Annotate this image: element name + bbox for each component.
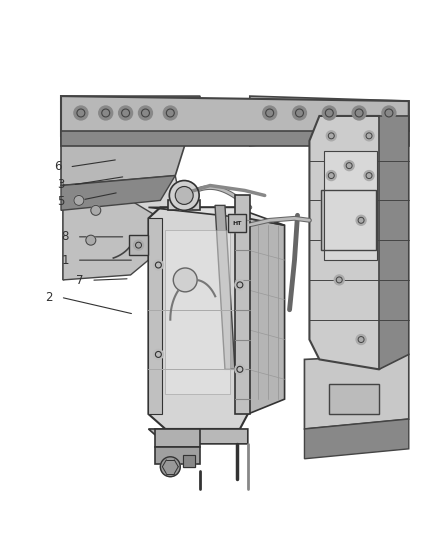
Polygon shape	[250, 96, 409, 146]
Text: 5: 5	[57, 196, 64, 208]
Bar	[329, 384, 379, 414]
Polygon shape	[61, 175, 175, 211]
Polygon shape	[165, 230, 230, 394]
Circle shape	[356, 335, 366, 344]
Text: 7: 7	[76, 274, 83, 287]
Polygon shape	[148, 219, 162, 414]
Circle shape	[334, 275, 344, 285]
Text: 6: 6	[54, 160, 61, 173]
Text: 9: 9	[206, 302, 214, 316]
Polygon shape	[324, 151, 377, 260]
Text: 3: 3	[57, 179, 64, 191]
Bar	[321, 190, 376, 250]
Circle shape	[138, 106, 152, 120]
Circle shape	[163, 106, 177, 120]
Circle shape	[326, 131, 336, 141]
Circle shape	[175, 187, 193, 204]
Bar	[228, 214, 246, 232]
Circle shape	[235, 365, 245, 374]
Circle shape	[263, 106, 277, 120]
Circle shape	[74, 106, 88, 120]
Polygon shape	[215, 205, 235, 369]
Circle shape	[170, 181, 199, 211]
Polygon shape	[61, 96, 200, 185]
Polygon shape	[168, 200, 200, 211]
Bar	[321, 190, 376, 250]
Polygon shape	[235, 196, 250, 414]
Polygon shape	[148, 207, 248, 429]
Bar	[228, 214, 246, 232]
Text: 8: 8	[61, 230, 69, 244]
Polygon shape	[379, 116, 409, 369]
Circle shape	[74, 196, 84, 205]
Circle shape	[134, 240, 144, 250]
Circle shape	[91, 205, 101, 215]
Circle shape	[99, 106, 113, 120]
Text: 2: 2	[45, 290, 53, 304]
Circle shape	[235, 280, 245, 290]
Circle shape	[364, 171, 374, 181]
Bar	[329, 384, 379, 414]
Polygon shape	[148, 429, 248, 444]
Circle shape	[326, 171, 336, 181]
Circle shape	[344, 160, 354, 171]
Text: HT: HT	[232, 221, 242, 226]
Circle shape	[322, 106, 336, 120]
Polygon shape	[63, 146, 180, 280]
Circle shape	[293, 106, 307, 120]
Polygon shape	[61, 131, 409, 146]
Polygon shape	[155, 447, 200, 464]
Bar	[183, 455, 195, 467]
Circle shape	[352, 106, 366, 120]
Polygon shape	[155, 429, 200, 447]
Polygon shape	[63, 185, 160, 280]
Polygon shape	[148, 207, 285, 225]
Circle shape	[119, 106, 133, 120]
Circle shape	[356, 215, 366, 225]
Circle shape	[153, 260, 163, 270]
Polygon shape	[304, 354, 409, 429]
Polygon shape	[309, 116, 389, 369]
Text: 4: 4	[151, 111, 158, 124]
Polygon shape	[129, 235, 148, 255]
Circle shape	[153, 350, 163, 359]
Text: 7: 7	[216, 239, 223, 252]
Polygon shape	[248, 219, 285, 414]
Polygon shape	[304, 419, 409, 459]
Bar	[183, 455, 195, 467]
Polygon shape	[61, 96, 409, 136]
Circle shape	[173, 268, 197, 292]
Circle shape	[160, 457, 180, 477]
Circle shape	[382, 106, 396, 120]
Text: 1: 1	[61, 254, 69, 266]
Circle shape	[86, 235, 96, 245]
Circle shape	[364, 131, 374, 141]
